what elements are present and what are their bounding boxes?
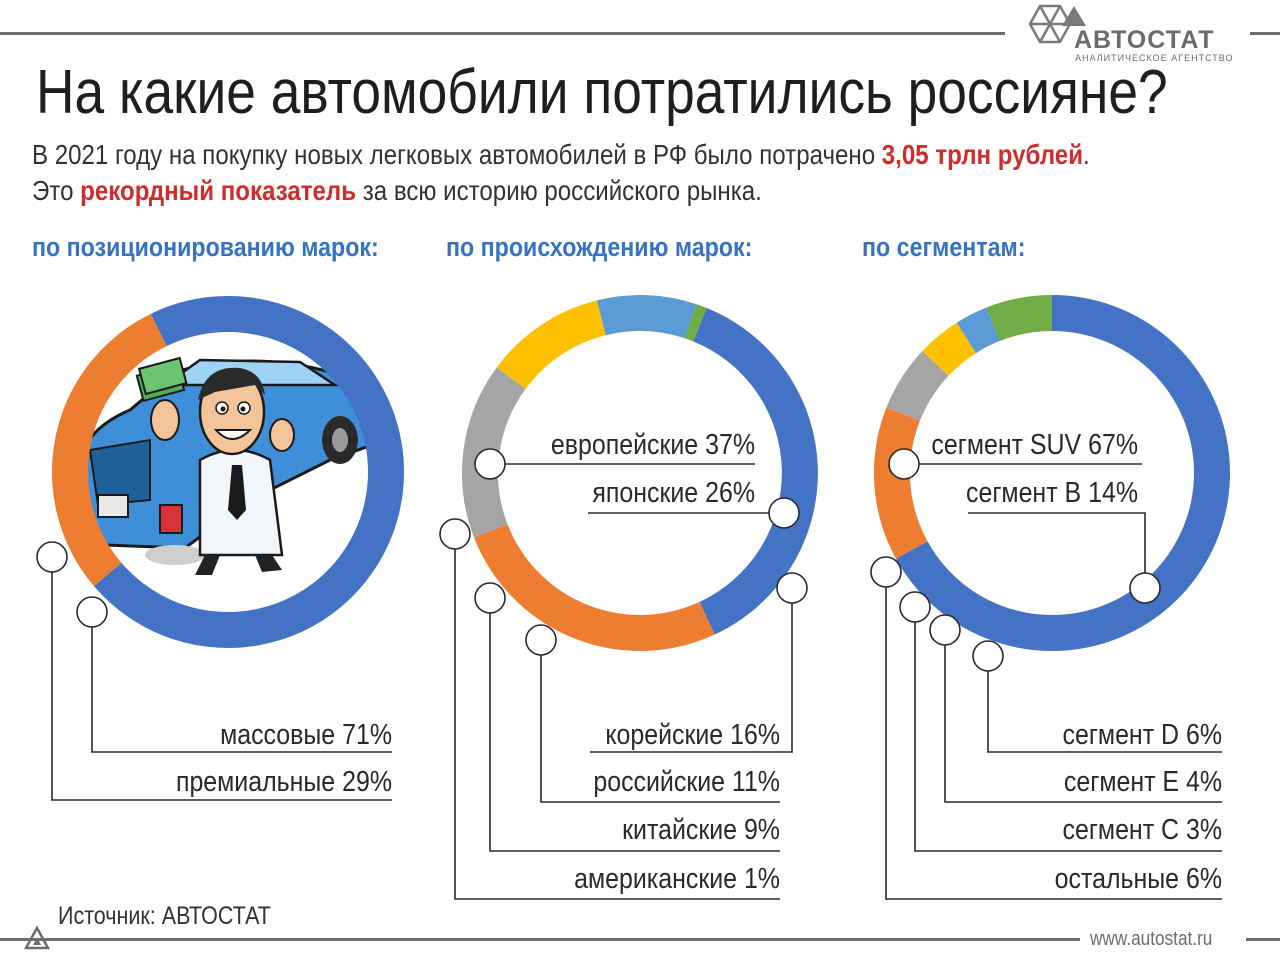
- chart2-leader-5: [489, 598, 780, 852]
- chart2-slice-5: [596, 295, 697, 339]
- source-note: Источник: АВТОСТАТ: [58, 902, 271, 930]
- chart3-marker-6: [870, 556, 902, 588]
- chart1-leader-1: [91, 612, 392, 753]
- logo-name: АВТОСТАТ: [1074, 26, 1215, 54]
- chart2-marker-2: [768, 497, 800, 529]
- chart1-label-1: массовые 71%: [220, 718, 392, 750]
- chart2-label-4: российские 11%: [593, 765, 780, 797]
- section-title-positioning: по позиционированию марок:: [32, 232, 379, 262]
- chart1-leader-2: [51, 557, 392, 801]
- chart1-slice-1: [94, 295, 405, 648]
- chart2-label-2: японские 26%: [592, 476, 755, 508]
- logo-tagline: АНАЛИТИЧЕСКОЕ АГЕНТСТВО: [1075, 53, 1234, 63]
- chart3-label-5: сегмент C 3%: [1063, 813, 1222, 845]
- section-title-segments: по сегментам:: [862, 232, 1026, 262]
- subtitle-line-2: Это рекордный показатель за всю историю …: [32, 175, 762, 206]
- chart3-leader-6: [885, 572, 1222, 900]
- chart3-slice-2: [873, 407, 928, 559]
- top-divider: [0, 32, 1005, 35]
- chart3-slice-3: [886, 351, 949, 422]
- chart3-leader-4: [944, 630, 1222, 803]
- chart2-label-6: американские 1%: [574, 862, 780, 894]
- chart2-leader-3: [590, 588, 793, 753]
- website-url: www.autostat.ru: [1090, 928, 1213, 950]
- chart2-marker-1: [474, 448, 506, 480]
- chart3-label-2: сегмент B 14%: [966, 476, 1138, 508]
- highlight-record: рекордный показатель: [80, 175, 357, 206]
- chart3-marker-2: [1129, 572, 1161, 604]
- chart3-marker-3: [972, 640, 1004, 672]
- chart3-marker-1: [888, 448, 920, 480]
- businessman-car-illustration: [76, 356, 378, 575]
- chart2-marker-4: [525, 624, 557, 656]
- chart2-slice-6: [684, 304, 707, 342]
- chart3-leader-2: [968, 512, 1146, 588]
- chart2-slice-4: [496, 300, 607, 390]
- chart3-slice-6: [986, 294, 1053, 342]
- bottom-divider-right: [1246, 938, 1280, 941]
- chart3-slice-4: [922, 322, 977, 377]
- bottom-divider: [0, 938, 1080, 941]
- chart3-label-6: остальные 6%: [1055, 862, 1222, 894]
- chart3-slice-1: [896, 295, 1230, 651]
- small-logo-icon: [24, 926, 50, 950]
- chart2-marker-6: [439, 518, 471, 550]
- autostat-logo-icon: [1028, 4, 1086, 44]
- highlight-amount: 3,05 трлн рублей: [881, 139, 1084, 170]
- chart1-marker-2: [36, 541, 68, 573]
- chart3-label-3: сегмент D 6%: [1063, 718, 1222, 750]
- chart1-marker-1: [76, 596, 108, 628]
- chart2-marker-3: [776, 572, 808, 604]
- chart2-label-1: европейские 37%: [551, 428, 755, 460]
- chart2-label-5: китайские 9%: [622, 813, 780, 845]
- chart1-slice-2: [52, 313, 167, 587]
- chart3-leader-5: [914, 607, 1222, 852]
- chart3-label-4: сегмент E 4%: [1064, 765, 1222, 797]
- chart2-slice-2: [474, 524, 715, 651]
- chart2-leader-4: [540, 640, 780, 803]
- chart3-marker-5: [899, 591, 931, 623]
- subtitle-line-1: В 2021 году на покупку новых легковых ав…: [32, 139, 1090, 170]
- top-divider-right: [1250, 32, 1280, 35]
- chart3-label-1: сегмент SUV 67%: [931, 428, 1138, 460]
- chart1-label-2: премиальные 29%: [176, 765, 392, 797]
- chart2-marker-5: [474, 582, 506, 614]
- chart3-leader-3: [987, 656, 1222, 753]
- chart2-slice-1: [692, 308, 818, 635]
- chart2-leader-6: [454, 534, 780, 900]
- chart3-slice-5: [956, 307, 1001, 354]
- chart2-label-3: корейские 16%: [605, 718, 780, 750]
- page-title: На какие автомобили потратились россияне…: [36, 58, 1168, 127]
- chart3-marker-4: [929, 614, 961, 646]
- section-title-origin: по происхождению марок:: [446, 232, 753, 262]
